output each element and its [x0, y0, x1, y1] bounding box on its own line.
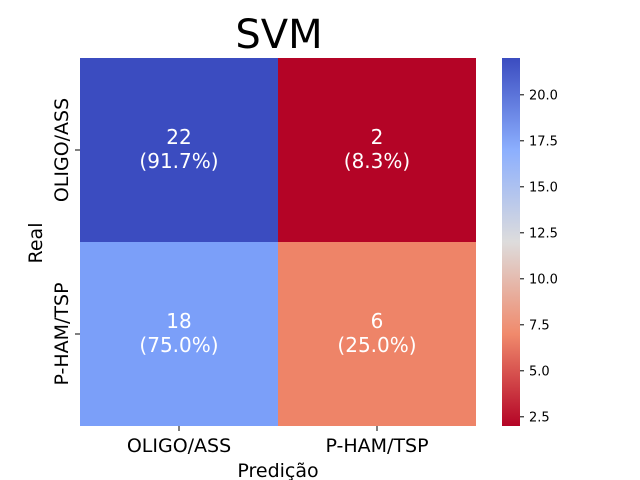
colorbar-tick-label: 5.0 — [529, 364, 550, 379]
cell-percent-label: (75.0%) — [139, 333, 218, 357]
cell-count-label: 22 — [166, 125, 191, 149]
cell-count-label: 18 — [166, 309, 191, 333]
colorbar-tick-label: 7.5 — [529, 318, 550, 333]
heatmap-cell — [80, 242, 278, 426]
colorbar-tick-label: 12.5 — [529, 226, 558, 241]
y-tick-label: OLIGO/ASS — [51, 98, 73, 202]
x-axis-ticks: OLIGO/ASS P-HAM/TSP — [127, 426, 429, 457]
x-axis-label: Predição — [237, 460, 318, 480]
y-axis-ticks: OLIGO/ASS P-HAM/TSP — [51, 98, 80, 386]
heatmap-cell — [278, 242, 476, 426]
colorbar — [502, 58, 520, 426]
colorbar-tick-label: 2.5 — [529, 410, 550, 425]
cell-percent-label: (91.7%) — [139, 149, 218, 173]
heatmap-cell — [80, 58, 278, 242]
cell-count-label: 6 — [371, 309, 384, 333]
y-axis-label: Real — [25, 223, 47, 264]
x-tick-label: OLIGO/ASS — [127, 435, 231, 457]
colorbar-tick-label: 17.5 — [529, 134, 558, 149]
cell-count-label: 2 — [371, 125, 384, 149]
heatmap-cell — [278, 58, 476, 242]
colorbar-ticks: 2.5 5.0 7.5 10.0 12.5 15.0 17.5 20.0 — [520, 88, 558, 425]
y-tick-label: P-HAM/TSP — [51, 282, 73, 385]
x-tick-label: P-HAM/TSP — [325, 435, 428, 457]
cell-percent-label: (8.3%) — [344, 149, 410, 173]
heatmap-cells: 22(91.7%) 2(8.3%) 18(75.0%) 6(25.0%) — [80, 58, 476, 426]
colorbar-tick-label: 20.0 — [529, 88, 558, 103]
colorbar-tick-label: 15.0 — [529, 180, 558, 195]
colorbar-tick-label: 10.0 — [529, 272, 558, 287]
cell-percent-label: (25.0%) — [337, 333, 416, 357]
chart-title: SVM — [235, 12, 322, 58]
